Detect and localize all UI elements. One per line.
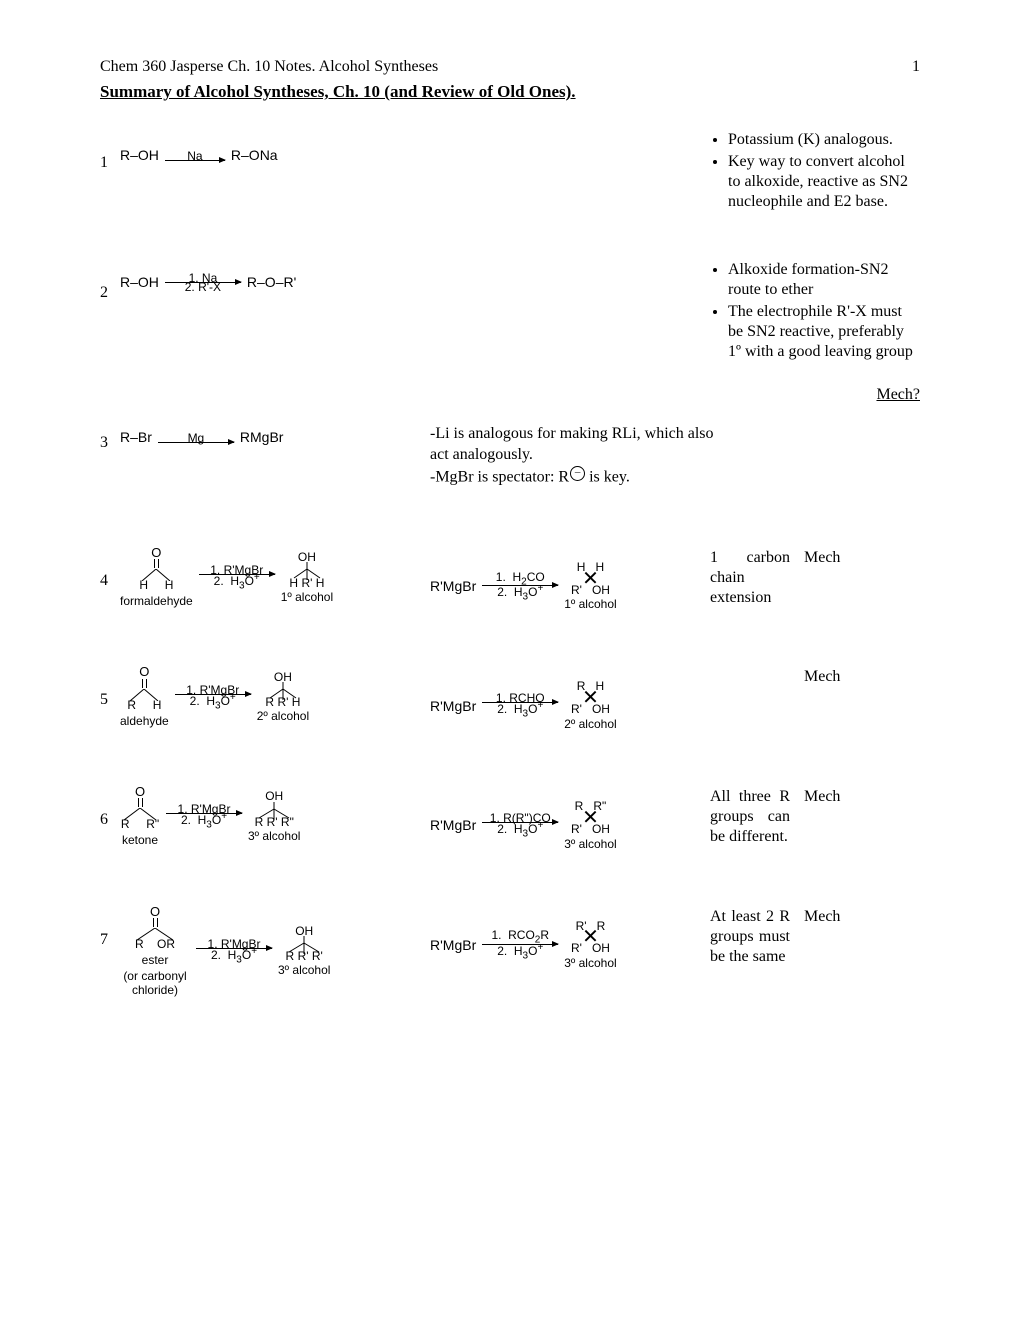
alcohol-product: OH H R' H 1º alcohol (281, 552, 333, 604)
x-product: R R" ✕ R' OH 3º alcohol (564, 801, 616, 851)
grignard-reactant: R'MgBr (430, 579, 476, 594)
reaction-arrow: 1. H2CO 2. H3O+ (482, 571, 558, 603)
product: R–ONa (231, 148, 278, 163)
row-number: 7 (100, 907, 120, 949)
alcohol-product: OH R R' R" 3º alcohol (248, 791, 300, 843)
carbonyl-reactant: O H H formaldehyde (120, 548, 193, 608)
reaction-note: At least 2 R groups must be the same (710, 907, 790, 967)
mech-label: Mech (804, 667, 840, 687)
alcohol-product: OH R R' R' 3º alcohol (278, 926, 330, 978)
x-product: R' R ✕ R' OH 3º alcohol (564, 921, 616, 971)
mech-label: Mech (804, 548, 840, 568)
reactant: R–OH (120, 275, 159, 290)
row-number: 6 (100, 787, 120, 829)
mech-heading: Mech? (876, 386, 920, 404)
reactant: R–OH (120, 148, 159, 163)
grignard-reactant: R'MgBr (430, 699, 476, 714)
mech-label: Mech (804, 787, 840, 847)
row-number: 5 (100, 667, 120, 709)
page-title: Summary of Alcohol Syntheses, Ch. 10 (an… (100, 82, 920, 102)
reactant: R–Br (120, 430, 152, 445)
row-number: 2 (100, 260, 120, 302)
row-number: 4 (100, 548, 120, 590)
reaction-row-2: 2 R–OH 1. Na 2. R'-X R–O–R' Alkoxide for… (100, 260, 920, 364)
page-header: Chem 360 Jasperse Ch. 10 Notes. Alcohol … (100, 58, 920, 76)
reaction-note: All three R groups can be different. (710, 787, 790, 847)
reaction-arrow: 1. RCHO 2. H3O+ (482, 692, 558, 719)
reaction-row-6: 6 O R R" ketone 1. R'MgBr 2. H3O+ OH R R… (100, 787, 920, 851)
reaction-arrow: Na (165, 150, 225, 161)
reaction-arrow: 1. R'MgBr 2. H3O+ (196, 938, 272, 965)
reaction-arrow: 1. R(R")CO 2. H3O+ (482, 812, 558, 839)
reaction-arrow: Mg (158, 432, 234, 443)
x-product: H H ✕ R' OH 1º alcohol (564, 562, 616, 612)
reaction-arrow: 1. R'MgBr 2. H3O+ (166, 803, 242, 830)
grignard-reactant: R'MgBr (430, 818, 476, 833)
row-number: 1 (100, 130, 120, 172)
reaction-row-1: 1 R–OH Na R–ONa Potassium (K) analogous.… (100, 130, 920, 214)
carbonyl-reactant: O R OR ester (or carbonyl chloride) (120, 907, 190, 997)
product: R–O–R' (247, 275, 296, 290)
reaction-row-5: 5 O R H aldehyde 1. R'MgBr 2. H3O+ OH R … (100, 667, 920, 731)
grignard-reactant: R'MgBr (430, 938, 476, 953)
reaction-row-7: 7 O R OR ester (or carbonyl chloride) 1.… (100, 907, 920, 997)
x-product: R H ✕ R' OH 2º alcohol (564, 681, 616, 731)
row-number: 3 (100, 410, 120, 452)
header-text: Chem 360 Jasperse Ch. 10 Notes. Alcohol … (100, 58, 438, 76)
reaction-note (710, 667, 790, 687)
page-number: 1 (912, 58, 920, 76)
reaction-arrow: 1. RCO2R 2. H3O+ (482, 929, 558, 961)
notes-list: Alkoxide formation-SN2 route to ether Th… (710, 260, 920, 362)
reaction-arrow: 1. Na 2. R'-X (165, 272, 241, 293)
notes-list: Potassium (K) analogous. Key way to conv… (710, 130, 920, 212)
alcohol-product: OH R R' H 2º alcohol (257, 672, 309, 724)
reaction-row-3: Mech? 3 R–Br Mg RMgBr -Li is analogous f… (100, 410, 920, 488)
row3-notes: -Li is analogous for making RLi, which a… (430, 424, 730, 488)
reaction-arrow: 1. R'MgBr 2. H3O+ (175, 684, 251, 711)
product: RMgBr (240, 430, 284, 445)
carbonyl-reactant: O R H aldehyde (120, 667, 169, 727)
reaction-note: 1 carbon chain extension (710, 548, 790, 608)
mech-label: Mech (804, 907, 840, 967)
carbonyl-reactant: O R R" ketone (120, 787, 160, 847)
reaction-row-4: 4 O H H formaldehyde 1. R'MgBr 2. H3O+ O… (100, 548, 920, 612)
anion-symbol: – (570, 466, 585, 481)
reaction-arrow: 1. R'MgBr 2. H3O+ (199, 564, 275, 591)
